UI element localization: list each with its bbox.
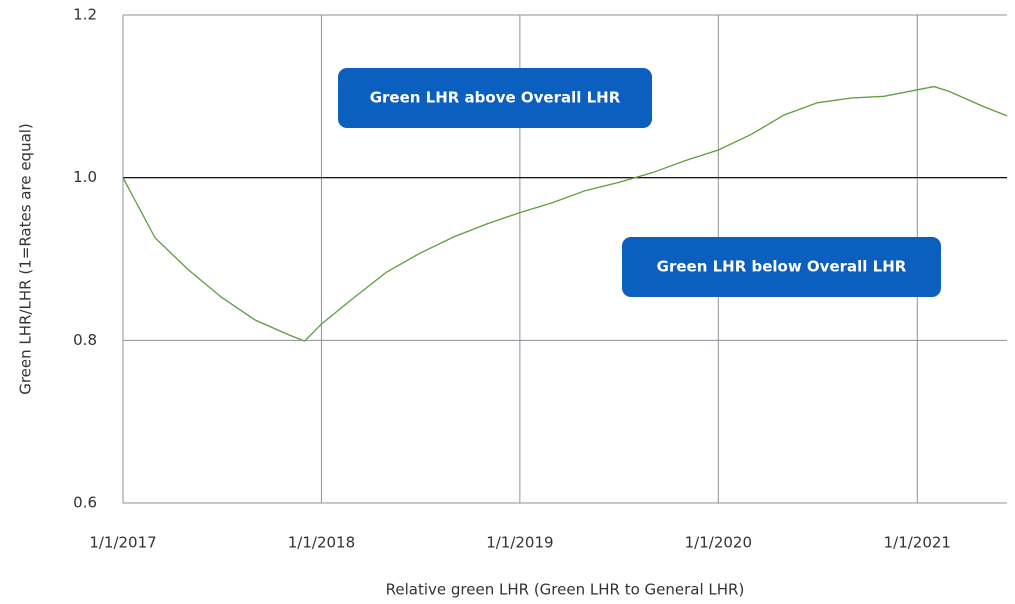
x-tick-label: 1/1/2018 — [288, 534, 355, 552]
data-line — [122, 85, 1008, 342]
y-tick-label: 0.6 — [73, 494, 97, 512]
x-tick-label: 1/1/2017 — [89, 534, 156, 552]
y-tick-label: 0.8 — [73, 331, 97, 349]
x-axis-label: Relative green LHR (Green LHR to General… — [386, 581, 745, 599]
y-tick-label: 1.2 — [73, 6, 97, 24]
annotation-text: Green LHR above Overall LHR — [370, 89, 621, 107]
x-tick-label: 1/1/2019 — [486, 534, 553, 552]
x-tick-label: 1/1/2021 — [884, 534, 951, 552]
annotation-text: Green LHR below Overall LHR — [657, 258, 907, 276]
x-tick-label: 1/1/2020 — [685, 534, 752, 552]
y-tick-label: 1.0 — [73, 168, 97, 186]
y-axis-label: Green LHR/LHR (1=Rates are equal) — [17, 123, 35, 395]
annotation-box — [622, 237, 941, 297]
annotation-box — [338, 68, 652, 128]
